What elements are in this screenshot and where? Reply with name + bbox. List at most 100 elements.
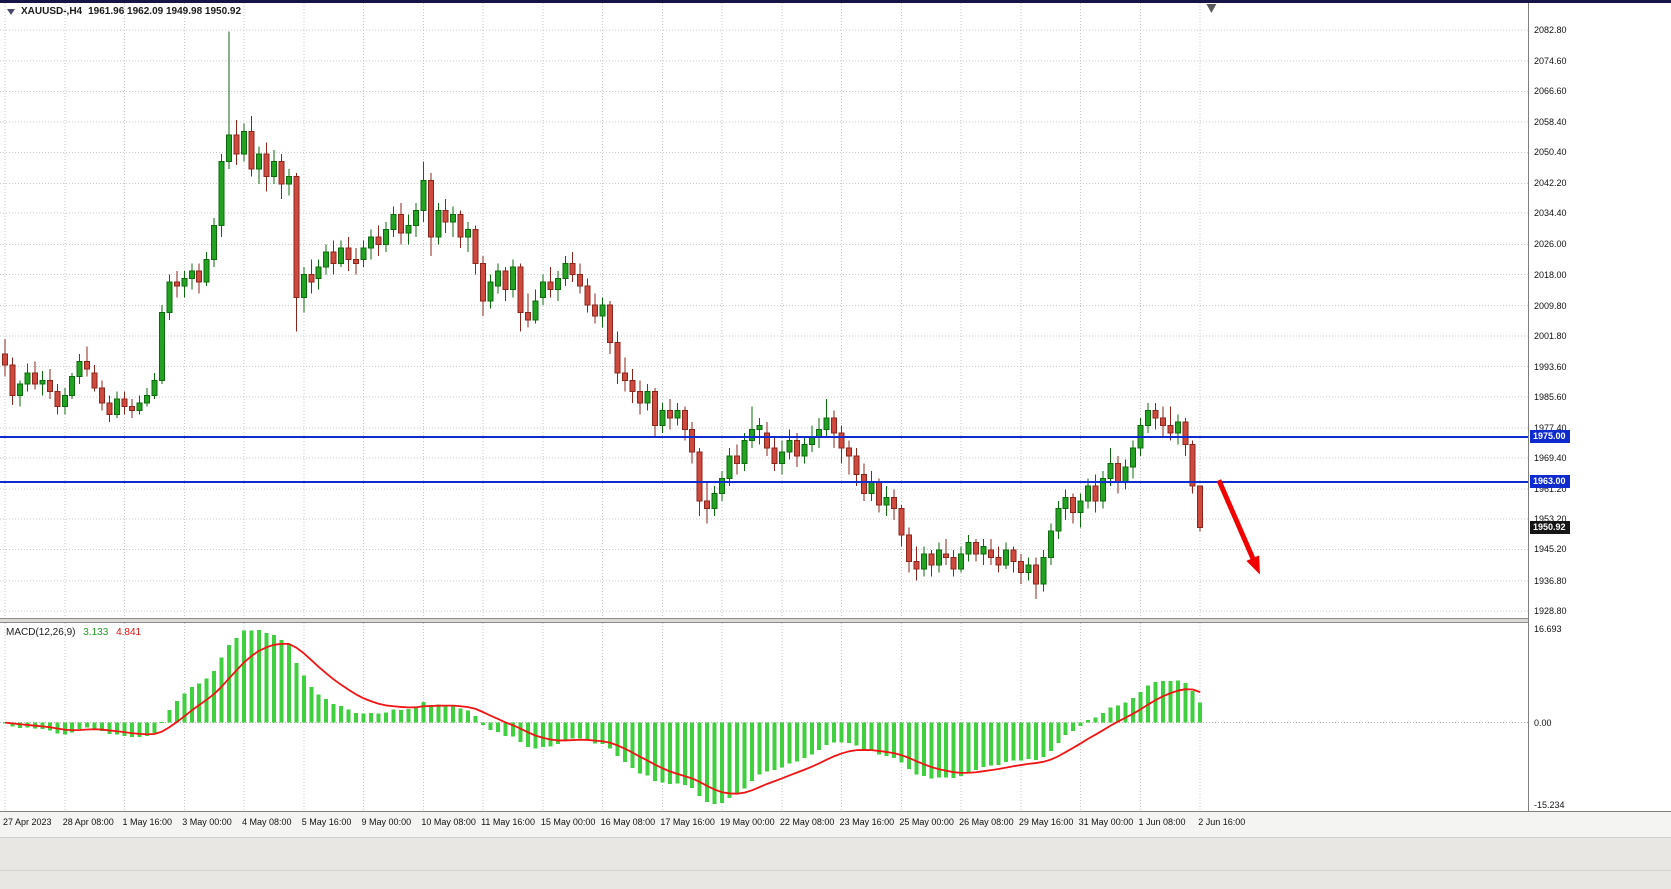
candle-body [532,300,539,321]
price-tick-label: 2074.60 [1534,56,1567,67]
candle-body [965,542,972,555]
price-tick-label: 2042.20 [1534,178,1567,189]
candle-body [666,409,673,419]
date-label: 22 May 08:00 [779,817,835,827]
candle-body [308,274,315,283]
macd-histogram-bar [1033,722,1038,760]
date-label: 23 May 16:00 [839,817,895,827]
candle-body [293,176,300,298]
candle-body [143,394,150,404]
candle-body [681,409,688,430]
macd-info-readout: MACD(12,26,9) 3.133 4.841 [6,627,141,638]
macd-histogram-bar [891,722,896,759]
macd-histogram-bar [398,709,403,723]
candle-body [450,213,457,223]
candle-body [330,251,337,264]
candle-body [1115,462,1122,483]
candle-body [607,304,614,344]
price-tick-label: 2018.00 [1534,269,1567,280]
macd-histogram-bar [1183,683,1188,723]
price-scale[interactable]: 16.693 0.00 -15.234 2082.80 2074.60 2066.6… [1528,3,1671,811]
candle-body [315,266,322,279]
macd-scale-min-label: -15.234 [1534,800,1565,810]
price-tick-label: 1985.60 [1534,391,1567,402]
macd-signal-line [4,642,1201,795]
window-top-edge [0,0,1671,3]
macd-histogram-bar [989,722,994,766]
macd-histogram-bar [115,722,120,735]
macd-histogram-bar [70,722,75,733]
pane-separator[interactable] [0,618,1671,623]
macd-histogram-bar [488,722,493,730]
macd-histogram-bar [436,704,441,723]
down-arrow-head[interactable] [1246,555,1260,575]
macd-histogram-bar [481,722,486,726]
symbol-timeframe-label: XAUUSD-,H4 [21,6,83,17]
price-tick-label: 1993.60 [1534,361,1567,372]
macd-histogram-bar [451,705,456,723]
macd-histogram-bar [496,722,501,733]
date-label: 15 May 00:00 [540,817,596,827]
down-arrow-annotation[interactable] [1216,479,1258,565]
macd-histogram-bar [585,722,590,741]
candle-body [181,277,188,287]
chart-shift-marker-icon [1206,4,1217,13]
macd-histogram-bar [428,704,433,723]
candle-body [382,228,389,245]
hline-price-badge: 1975.00 [1530,429,1570,443]
candle-body [375,236,382,245]
macd-histogram-bar [421,701,426,723]
candle-body [599,304,606,317]
candle-body [480,262,487,302]
macd-histogram-bar [458,708,463,723]
macd-histogram-bar [1175,680,1180,723]
candle-body [397,213,404,234]
macd-histogram-bar [974,722,979,771]
candle-body [704,500,711,510]
price-tick-label: 1936.80 [1534,576,1567,587]
macd-histogram-bar [555,722,560,745]
candle-body [846,447,853,457]
candle-body [285,176,292,185]
date-label: 2 Jun 16:00 [1198,817,1246,827]
macd-histogram-bar [1190,690,1195,723]
macd-histogram-bar [1130,697,1135,723]
macd-histogram-bar [256,629,261,723]
macd-histogram-bar [227,644,232,723]
candle-body [390,213,397,230]
candle-body [771,447,778,464]
macd-histogram-bar [929,722,934,779]
macd-histogram-bar [503,722,508,737]
macd-chart[interactable] [0,623,1528,811]
candle-body [1077,500,1084,513]
macd-histogram-bar [682,722,687,786]
candle-body [584,285,591,306]
candle-body [106,402,113,415]
date-label: 17 May 16:00 [660,817,715,827]
main-chart[interactable] [0,3,1528,618]
candle-body [861,474,868,494]
candle-body [1055,508,1062,532]
macd-histogram-bar [996,722,1001,765]
bottom-strip-line [0,870,1671,871]
macd-histogram-bar [764,722,769,772]
macd-histogram-bar [750,722,754,782]
time-scale[interactable]: 27 Apr 2023 28 Apr 08:00 1 May 16:00 3 May … [0,811,1671,837]
macd-histogram-bar [884,722,889,756]
macd-histogram-bar [159,722,164,724]
macd-histogram-bar [675,722,680,784]
macd-histogram-bar [219,657,224,723]
candle-body [345,247,352,261]
macd-histogram-bar [1018,722,1023,761]
macd-histogram-bar [1071,722,1076,731]
candle-body [1070,496,1077,513]
date-label: 29 May 16:00 [1018,817,1074,827]
price-tick-label: 1961.20 [1534,483,1567,494]
macd-histogram-bar [862,722,867,750]
macd-histogram-bar [697,722,702,796]
macd-histogram-bar [921,722,926,777]
macd-histogram-bar [107,722,112,734]
candle-body [973,542,980,555]
macd-histogram-bar [518,722,523,742]
candle-body [711,492,718,510]
